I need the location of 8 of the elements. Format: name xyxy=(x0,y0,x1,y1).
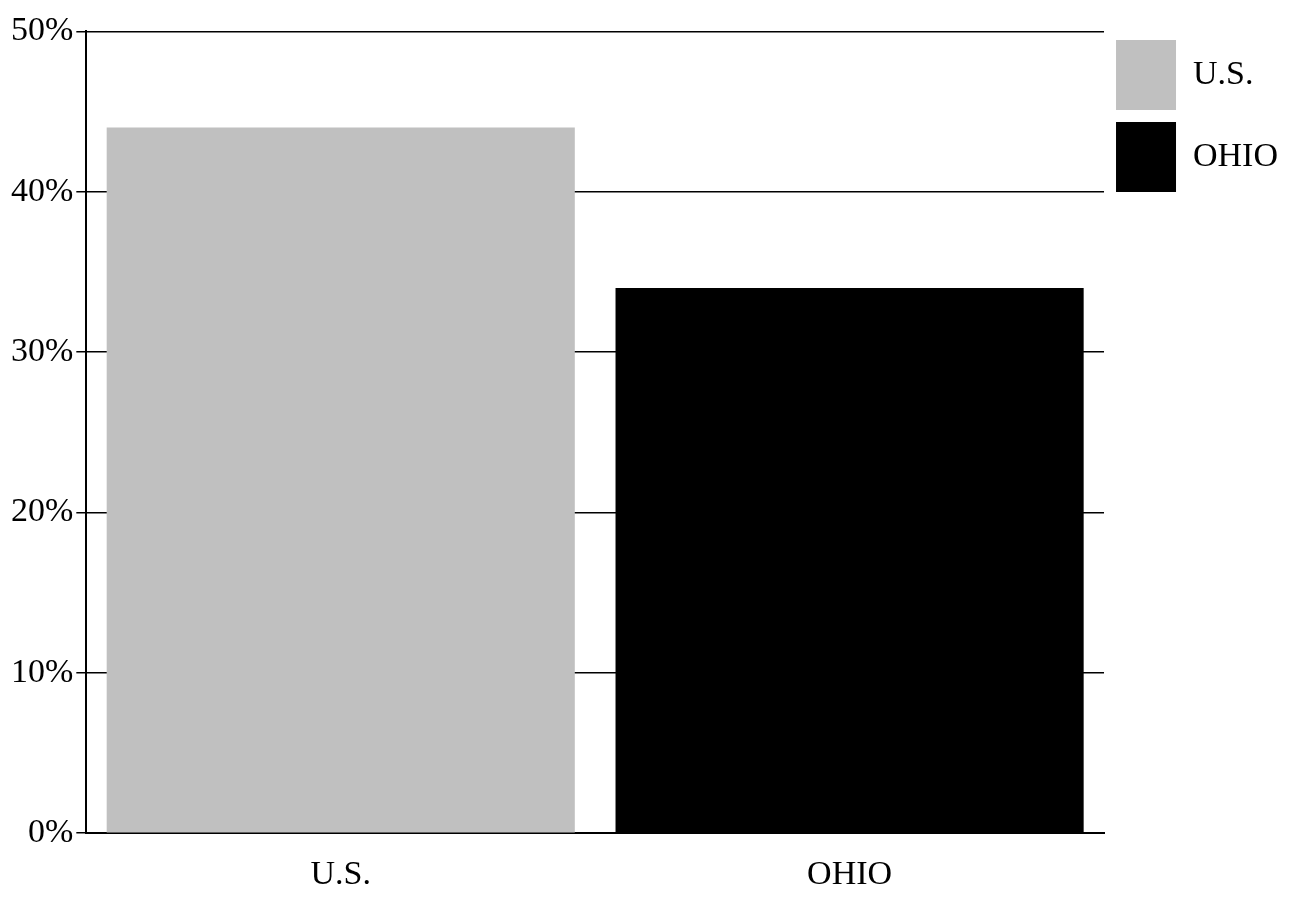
y-tick-label: 20% xyxy=(10,491,74,529)
y-tick-label: 0% xyxy=(27,812,74,850)
y-tick-label: 40% xyxy=(10,170,74,208)
legend-label: U.S. xyxy=(1193,53,1254,91)
y-tick-label: 10% xyxy=(10,651,74,689)
legend-label: OHIO xyxy=(1193,135,1278,173)
y-tick-label: 30% xyxy=(10,331,74,369)
y-tick-label: 50% xyxy=(10,10,74,48)
